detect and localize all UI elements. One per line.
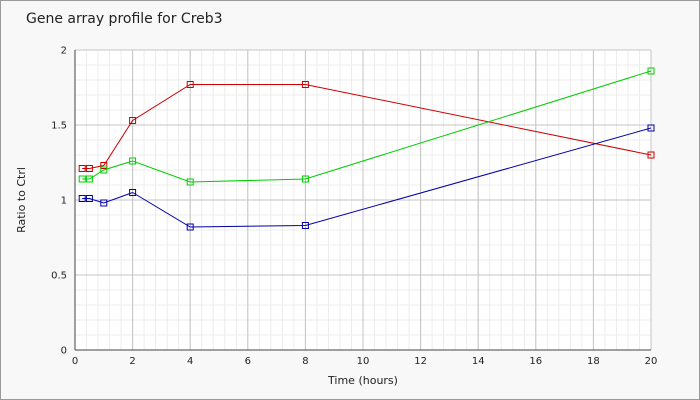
series-1-point <box>100 162 108 169</box>
series-3-point <box>78 195 86 202</box>
series-2-point <box>301 175 309 183</box>
series-1-point <box>129 117 137 124</box>
series-1-point <box>85 165 93 172</box>
chart-title: Gene array profile for Creb3 <box>26 11 223 27</box>
series-2-point <box>78 175 86 183</box>
y-axis-title: Ratio to Ctrl <box>15 167 28 233</box>
series-2-point <box>647 67 655 75</box>
series-2-point <box>100 166 108 174</box>
series-1-point <box>78 165 86 172</box>
y-tick-label: 1 <box>61 196 67 207</box>
y-tick-label: 1.5 <box>51 121 67 132</box>
y-tick-label: 2 <box>61 46 67 57</box>
y-tick-label: 0.5 <box>51 271 67 282</box>
series-2-point <box>85 175 93 183</box>
series-1-point <box>647 151 655 159</box>
series-3-point <box>647 124 655 132</box>
x-tick-label: 18 <box>587 356 600 367</box>
axes <box>74 50 651 351</box>
x-tick-label: 12 <box>414 356 427 367</box>
tick-labels: 0 2 4 6 8 10 12 14 16 18 20 0 0.5 1 1.5 2 <box>51 46 657 368</box>
series-3-line <box>82 127 652 228</box>
x-axis-title: Time (hours) <box>327 374 398 387</box>
series-3-point <box>85 195 93 202</box>
x-tick-label: 6 <box>245 356 251 367</box>
series-3-point <box>100 199 108 207</box>
series-1-line <box>82 84 652 169</box>
series-layer <box>78 67 655 231</box>
series-3-point <box>129 189 137 196</box>
series-2-line <box>82 70 652 183</box>
x-tick-label: 14 <box>472 356 485 367</box>
x-tick-label: 4 <box>187 356 193 367</box>
x-tick-label: 10 <box>357 356 370 367</box>
series-2-point <box>186 178 194 186</box>
y-tick-label: 0 <box>61 346 67 357</box>
series-1-point <box>186 81 194 88</box>
series-2-point <box>129 157 137 165</box>
x-tick-label: 2 <box>129 356 135 367</box>
x-tick-label: 0 <box>72 356 78 367</box>
series-3-point <box>186 223 194 231</box>
x-tick-label: 20 <box>645 356 658 367</box>
series-1-point <box>301 81 309 88</box>
x-tick-label: 16 <box>529 356 542 367</box>
series-3-point <box>301 222 309 229</box>
x-tick-label: 8 <box>302 356 308 367</box>
